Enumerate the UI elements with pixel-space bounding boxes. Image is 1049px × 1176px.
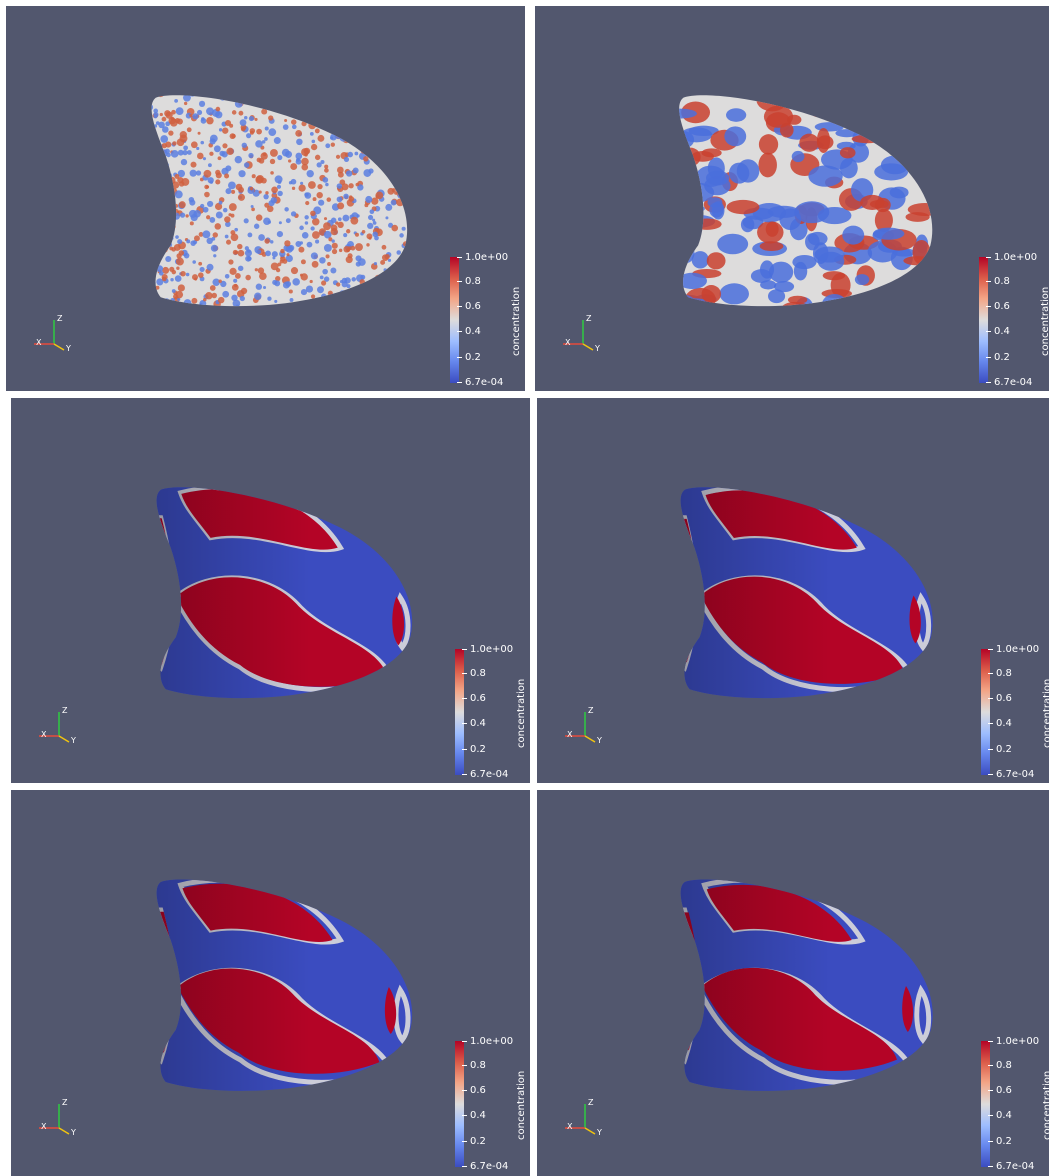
- axes-icon: [563, 320, 594, 351]
- axis-label-z: Z: [588, 706, 594, 715]
- colorbar-tick-label: 0.6: [462, 693, 486, 705]
- render-view-3[interactable]: 1.0e+00 0.8 0.6 0.4 0.2 6.7e-04 concentr…: [11, 398, 530, 783]
- orientation-axes: Z X Y: [555, 1096, 615, 1146]
- colorbar-tick-label: 0.4: [462, 718, 486, 730]
- colorbar-tick-label: 0.6: [457, 301, 481, 313]
- surface-render: [156, 487, 413, 699]
- axes-icon: [565, 712, 596, 743]
- colorbar-tick-label: 0.4: [988, 718, 1012, 730]
- colorbar-tick-label: 6.7e-04: [457, 377, 503, 389]
- colorbar: [981, 1041, 990, 1167]
- axis-label-z: Z: [57, 314, 63, 323]
- colorbar-tick-label: 1.0e+00: [988, 1036, 1039, 1048]
- render-view-2[interactable]: 1.0e+00 0.8 0.6 0.4 0.2 6.7e-04 concentr…: [535, 6, 1049, 391]
- colorbar-tick-label: 0.2: [988, 744, 1012, 756]
- colorbar-tick-label: 0.8: [462, 668, 486, 680]
- colorbar-tick-label: 1.0e+00: [986, 252, 1037, 264]
- colorbar-tick-label: 0.4: [988, 1110, 1012, 1122]
- axes-icon: [39, 1104, 70, 1135]
- colorbar-tick-label: 6.7e-04: [462, 769, 508, 781]
- colorbar: [981, 649, 990, 775]
- colorbar-tick-label: 0.8: [457, 276, 481, 288]
- colorbar-title: concentration: [511, 286, 522, 356]
- axis-label-x: X: [567, 730, 573, 739]
- colorbar-tick-label: 0.2: [457, 352, 481, 364]
- orientation-axes: Z X Y: [29, 1096, 89, 1146]
- colorbar-tick-label: 0.6: [988, 693, 1012, 705]
- axes-icon: [34, 320, 65, 351]
- colorbar-tick-label: 0.2: [988, 1136, 1012, 1148]
- colorbar-tick-label: 6.7e-04: [462, 1161, 508, 1173]
- colorbar-tick-label: 6.7e-04: [988, 1161, 1034, 1173]
- axis-label-x: X: [565, 338, 571, 347]
- colorbar: [455, 649, 464, 775]
- colorbar-title: concentration: [1040, 286, 1049, 356]
- colorbar-tick-label: 0.8: [988, 1060, 1012, 1072]
- axis-label-z: Z: [588, 1098, 594, 1107]
- colorbar-tick-label: 0.8: [988, 668, 1012, 680]
- colorbar-tick-label: 1.0e+00: [457, 252, 508, 264]
- surface-render: [680, 879, 933, 1091]
- render-view-5[interactable]: 1.0e+00 0.8 0.6 0.4 0.2 6.7e-04 concentr…: [11, 790, 530, 1176]
- colorbar-title: concentration: [1042, 678, 1049, 748]
- axes-icon: [39, 712, 70, 743]
- colorbar-title: concentration: [1042, 1070, 1049, 1140]
- axis-label-z: Z: [62, 706, 68, 715]
- axis-label-z: Z: [586, 314, 592, 323]
- axis-label-x: X: [36, 338, 42, 347]
- axis-label-y: Y: [595, 344, 600, 353]
- axis-label-y: Y: [66, 344, 71, 353]
- surface-render: [151, 95, 408, 307]
- colorbar-title: concentration: [516, 678, 527, 748]
- colorbar-tick-label: 0.4: [462, 1110, 486, 1122]
- colorbar-tick-label: 0.4: [457, 326, 481, 338]
- render-view-4[interactable]: 1.0e+00 0.8 0.6 0.4 0.2 6.7e-04 concentr…: [537, 398, 1049, 783]
- surface-render: [156, 879, 413, 1091]
- colorbar-tick-label: 6.7e-04: [988, 769, 1034, 781]
- surface-render: [679, 95, 933, 307]
- colorbar-tick-label: 0.8: [462, 1060, 486, 1072]
- colorbar-tick-label: 1.0e+00: [988, 644, 1039, 656]
- colorbar-tick-label: 6.7e-04: [986, 377, 1032, 389]
- axis-label-y: Y: [71, 736, 76, 745]
- axis-label-y: Y: [71, 1128, 76, 1137]
- axis-label-y: Y: [597, 1128, 602, 1137]
- axis-label-x: X: [41, 1122, 47, 1131]
- colorbar-tick-label: 1.0e+00: [462, 1036, 513, 1048]
- colorbar-tick-label: 0.6: [986, 301, 1010, 313]
- axis-label-z: Z: [62, 1098, 68, 1107]
- axis-label-x: X: [567, 1122, 573, 1131]
- render-view-1[interactable]: 1.0e+00 0.8 0.6 0.4 0.2 6.7e-04 concentr…: [6, 6, 525, 391]
- axis-label-y: Y: [597, 736, 602, 745]
- orientation-axes: Z X Y: [24, 312, 84, 362]
- colorbar-tick-label: 0.4: [986, 326, 1010, 338]
- colorbar-tick-label: 0.6: [988, 1085, 1012, 1097]
- colorbar: [455, 1041, 464, 1167]
- orientation-axes: Z X Y: [29, 704, 89, 754]
- colorbar-tick-label: 1.0e+00: [462, 644, 513, 656]
- orientation-axes: Z X Y: [555, 704, 615, 754]
- colorbar-tick-label: 0.2: [462, 744, 486, 756]
- colorbar-tick-label: 0.8: [986, 276, 1010, 288]
- render-view-6[interactable]: 1.0e+00 0.8 0.6 0.4 0.2 6.7e-04 concentr…: [537, 790, 1049, 1176]
- colorbar-tick-label: 0.2: [986, 352, 1010, 364]
- axis-label-x: X: [41, 730, 47, 739]
- colorbar: [979, 257, 988, 383]
- axes-icon: [565, 1104, 596, 1135]
- colorbar-title: concentration: [516, 1070, 527, 1140]
- colorbar: [450, 257, 459, 383]
- colorbar-tick-label: 0.6: [462, 1085, 486, 1097]
- orientation-axes: Z X Y: [553, 312, 613, 362]
- surface-render: [680, 487, 933, 699]
- colorbar-tick-label: 0.2: [462, 1136, 486, 1148]
